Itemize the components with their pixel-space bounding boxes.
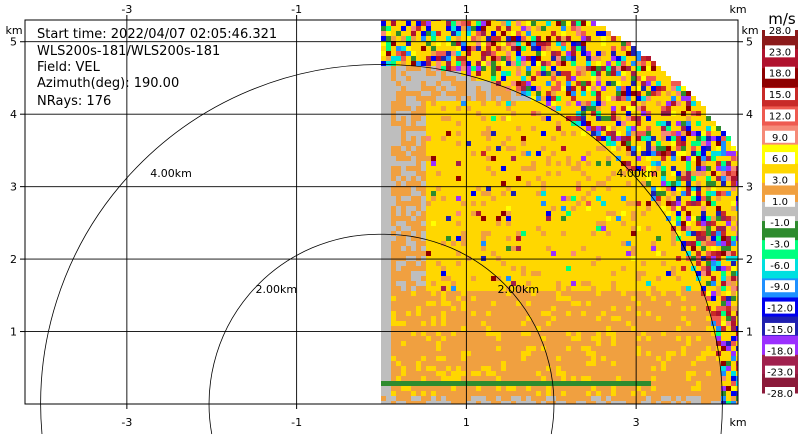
- range-ring: [40, 64, 723, 435]
- y-tick-label: 5: [10, 36, 17, 49]
- y-axis-label: km: [5, 24, 22, 37]
- colorbar-label-bg: [765, 66, 795, 79]
- y-tick-label: 1: [746, 326, 753, 339]
- y-axis-label: km: [741, 24, 758, 37]
- range-ring-label: 4.00km: [150, 167, 192, 180]
- colorbar-tick-label: -3.0: [770, 240, 790, 251]
- x-tick-label: 3: [633, 3, 640, 16]
- colorbar-unit: m/s: [768, 10, 796, 28]
- y-tick-label: 1: [10, 326, 17, 339]
- colorbar-label-bg: [765, 387, 795, 399]
- y-tick-label: 5: [746, 36, 753, 49]
- range-ring: [208, 233, 555, 435]
- colorbar-label-bg: [765, 194, 795, 207]
- y-tick-label: 4: [10, 108, 17, 121]
- colorbar-tick-label: -9.0: [770, 282, 790, 293]
- plot-frame: [24, 19, 739, 405]
- range-ring-label: 4.00km: [616, 167, 658, 180]
- grid: [25, 20, 738, 404]
- colorbar-tick-label: 3.0: [772, 175, 788, 186]
- colorbar-tick-label: -15.0: [767, 325, 793, 336]
- colorbar-label-bg: [765, 130, 795, 143]
- colorbar-label-bg: [765, 88, 795, 101]
- colorbar-tick-label: 18.0: [769, 69, 791, 80]
- colorbar-label-bg: [765, 45, 795, 58]
- range-rings: 2.00km 2.00km 4.00km 4.00km: [40, 64, 723, 435]
- colorbar-tick-label: -12.0: [767, 304, 793, 315]
- colorbar-label-bg: [765, 216, 795, 229]
- colorbar-label-bg: [765, 109, 795, 122]
- range-ring-label: 2.00km: [255, 283, 297, 296]
- colorbar-tick-label: -18.0: [767, 346, 793, 357]
- colorbar-tick-label: -1.0: [770, 218, 790, 229]
- x-tick-label: -1: [291, 416, 302, 429]
- x-tick-label: 1: [463, 416, 470, 429]
- nrays-text: NRays: 176: [37, 94, 111, 109]
- colorbar-label-bg: [765, 24, 795, 36]
- y-tick-label: 3: [10, 181, 17, 194]
- colorbar-tick-label: 28.0: [769, 26, 791, 37]
- colorbar-tick-label: 9.0: [772, 133, 788, 144]
- colorbar-label-bg: [765, 280, 795, 293]
- colorbar-tick-label: 15.0: [769, 90, 791, 101]
- x-tick-label: -3: [121, 3, 132, 16]
- start-time-text: Start time: 2022/04/07 02:05:46.321: [37, 27, 277, 42]
- field-text: Field: VEL: [37, 60, 101, 75]
- colorbar-label-bg: [765, 344, 795, 357]
- colorbar-tick-label: 23.0: [769, 47, 791, 58]
- colorbar-label-bg: [765, 365, 795, 378]
- colorbar-label-bg: [765, 152, 795, 165]
- colorbar: 28.0 23.0 18.0 15.0 12.0 9.0 6.0 3.0 1.0 -1.0 -3.0…: [762, 10, 798, 400]
- header-info: Start time: 2022/04/07 02:05:46.321 WLS2…: [37, 27, 277, 109]
- x-tick-label: -1: [291, 3, 302, 16]
- colorbar-tick-label: 1.0: [772, 197, 788, 208]
- colorbar-tick-label: -6.0: [770, 261, 790, 272]
- colorbar-label-bg: [765, 301, 795, 314]
- y-tick-label: 2: [746, 253, 753, 266]
- colorbar-tick-label: 6.0: [772, 154, 788, 165]
- velocity-field: [381, 20, 738, 404]
- colorbar-label-bg: [765, 322, 795, 335]
- colorbar-label-bg: [765, 173, 795, 186]
- x-tick-label: -3: [121, 416, 132, 429]
- y-tick-label: 2: [10, 253, 17, 266]
- x-tick-label: 1: [463, 3, 470, 16]
- azimuth-text: Azimuth(deg): 190.00: [37, 76, 179, 91]
- range-ring-label: 2.00km: [498, 283, 540, 296]
- colorbar-tick-label: 12.0: [769, 111, 791, 122]
- colorbar-label-bg: [765, 237, 795, 250]
- colorbar-tick-label: -28.0: [767, 389, 793, 400]
- x-axis-label: km: [729, 416, 746, 429]
- colorbar-label-bg: [765, 258, 795, 271]
- instrument-text: WLS200s-181/WLS200s-181: [37, 44, 220, 59]
- x-axis-label: km: [729, 3, 746, 16]
- colorbar-tick-label: -23.0: [767, 368, 793, 379]
- y-tick-label: 4: [746, 108, 753, 121]
- x-tick-label: 3: [633, 416, 640, 429]
- y-tick-label: 3: [746, 181, 753, 194]
